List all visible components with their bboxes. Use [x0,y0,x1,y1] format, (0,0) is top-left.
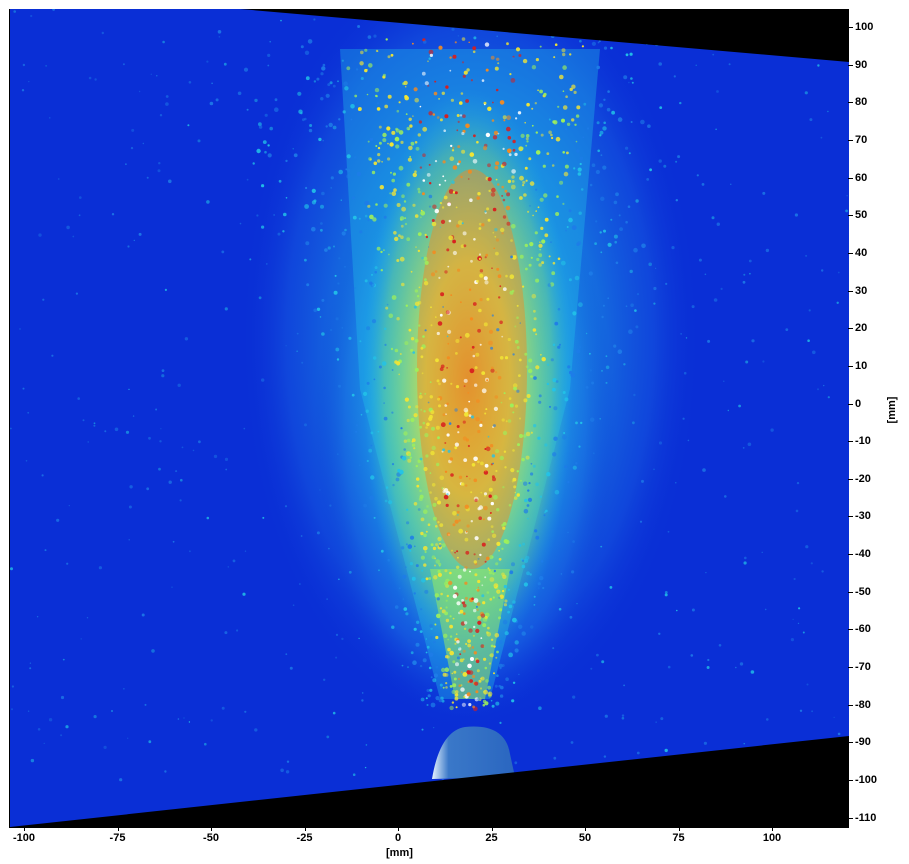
y-tick-mark [848,328,853,330]
x-tick-label: 100 [762,832,782,844]
x-tick-mark [585,827,586,831]
x-tick-label: 75 [672,832,685,844]
y-tick-mark [848,704,853,706]
y-tick-label: 100 [855,21,874,33]
x-tick-mark [491,827,493,831]
y-tick-mark [848,27,853,28]
x-tick-mark [117,827,119,831]
speckle-particles [10,9,848,790]
x-tick-mark [211,827,212,831]
y-tick-mark [848,252,853,254]
y-tick-label: 40 [855,246,868,259]
x-tick-label: -75 [109,832,126,844]
y-tick-mark [848,215,853,217]
y-tick-mark [848,177,853,179]
y-tick-label: 60 [855,171,868,184]
nozzle [432,726,515,779]
y-tick-mark [848,290,853,292]
y-tick-label: -30 [855,510,871,523]
y-tick-label: -60 [855,623,871,636]
x-tick-mark [24,827,25,831]
x-tick-label: 25 [485,832,498,844]
y-tick-mark [848,478,853,480]
y-tick-label: -10 [855,435,871,448]
x-tick-mark [398,827,399,831]
y-tick-label: 30 [855,284,868,297]
y-tick-mark [848,629,853,631]
y-tick-mark [848,667,853,669]
x-tick-label: 50 [578,832,592,844]
y-tick-mark [848,441,853,443]
x-tick-mark [678,827,680,831]
y-tick-mark [848,102,853,104]
y-tick-mark [848,780,853,781]
y-tick-mark [848,516,853,518]
x-axis-title: [mm] [386,847,413,859]
x-tick-mark [772,827,773,831]
x-tick-label: 0 [394,832,402,844]
y-tick-label: -100 [855,774,878,786]
spray-image [9,9,849,828]
y-tick-mark [848,139,853,141]
top-mask [240,9,849,62]
y-tick-mark [848,365,853,367]
y-tick-label: -110 [855,811,877,824]
y-tick-label: 20 [855,322,868,335]
y-tick-mark [848,554,853,556]
x-tick-mark [304,827,306,831]
spray-image-svg [10,9,849,827]
y-tick-label: 90 [855,58,868,71]
y-tick-label: -40 [855,548,871,561]
y-tick-label: -50 [855,585,871,598]
y-tick-mark [848,742,853,744]
y-tick-mark [848,591,853,593]
y-tick-mark [848,64,853,66]
x-tick-label: -100 [12,832,36,844]
y-tick-label: 80 [855,96,868,109]
y-tick-mark [848,817,853,819]
x-tick-label: -50 [203,832,219,844]
y-tick-mark [848,403,853,405]
y-tick-label: 70 [855,133,868,146]
y-tick-label: -90 [855,736,871,749]
x-tick-label: -25 [296,832,313,844]
y-tick-label: 10 [855,359,868,372]
y-tick-label: 0 [855,397,862,410]
y-tick-label: -70 [855,661,871,674]
y-axis-title: [mm] [886,396,898,424]
y-tick-label: 50 [855,209,868,222]
spray-plume [10,9,848,790]
y-tick-label: -20 [855,472,871,485]
y-tick-label: -80 [855,698,871,711]
bottom-mask [10,736,849,827]
